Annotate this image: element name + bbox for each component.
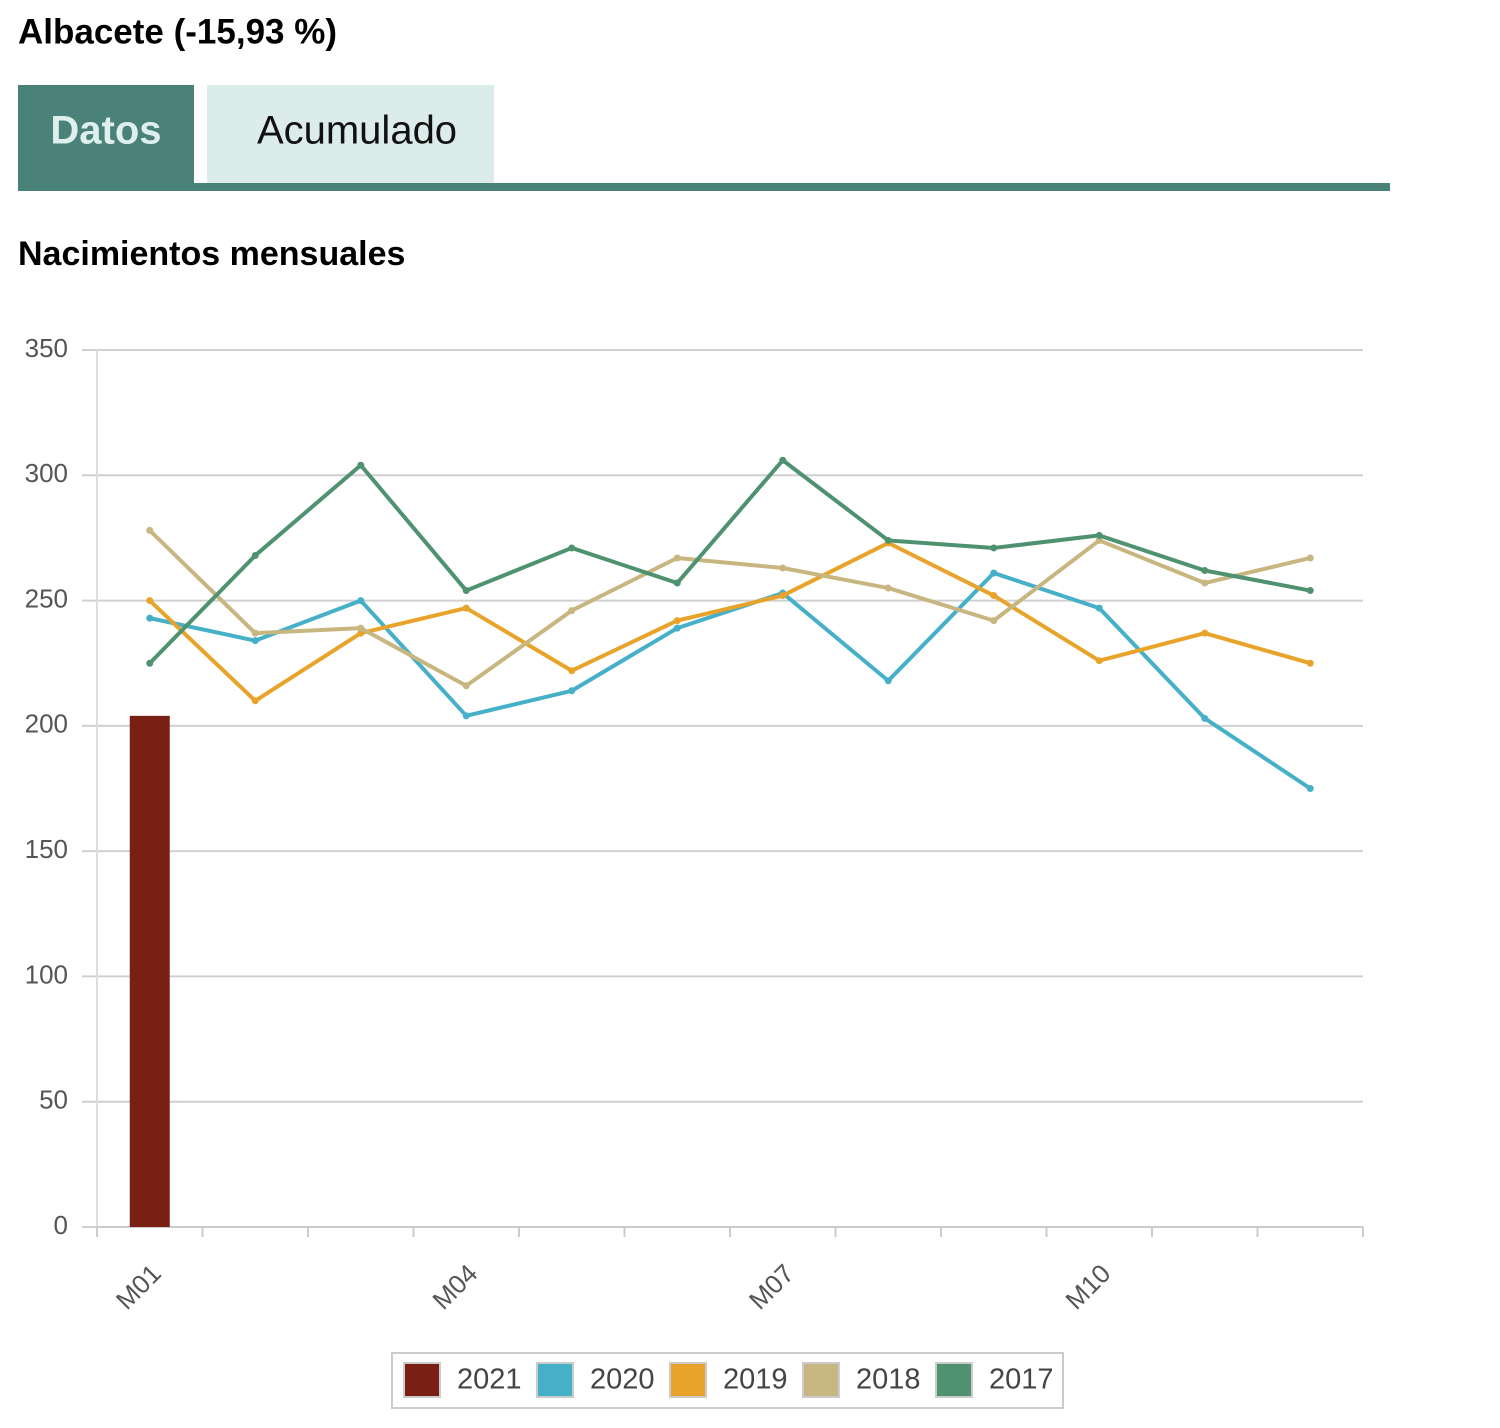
legend-label: 2019: [723, 1364, 788, 1396]
point: [1201, 629, 1209, 637]
point: [884, 677, 892, 685]
point: [1306, 587, 1314, 595]
point: [146, 614, 154, 622]
point: [673, 624, 681, 632]
point: [357, 629, 365, 637]
point: [673, 579, 681, 587]
line: [149, 571, 1312, 791]
point: [990, 592, 998, 600]
point: [357, 624, 365, 632]
y-tick-label: 100: [25, 959, 68, 989]
point: [779, 564, 787, 572]
tab[interactable]: [207, 85, 494, 185]
point: [462, 712, 470, 720]
tab-active[interactable]: [18, 85, 194, 185]
x-tick-label: M01: [110, 1258, 167, 1315]
point: [1095, 531, 1103, 539]
point: [251, 629, 259, 637]
point: [146, 659, 154, 667]
point: [673, 617, 681, 625]
point: [1201, 567, 1209, 575]
legend-swatch: [536, 1362, 574, 1398]
point: [1095, 536, 1103, 544]
point: [462, 604, 470, 612]
point: [1095, 657, 1103, 665]
legend-label: 2018: [856, 1364, 921, 1396]
point: [884, 536, 892, 544]
point: [251, 697, 259, 705]
point: [1201, 579, 1209, 587]
point: [568, 667, 576, 675]
point: [990, 617, 998, 625]
point: [251, 637, 259, 645]
point: [146, 597, 154, 605]
chart-title: Nacimientos mensuales: [18, 235, 405, 273]
point: [462, 587, 470, 595]
point: [146, 526, 154, 534]
point: [1306, 785, 1314, 792]
point: [673, 554, 681, 562]
legend-swatch: [403, 1362, 441, 1398]
page-title: Albacete (-15,93 %): [18, 12, 337, 51]
y-tick-label: 200: [25, 709, 68, 739]
point: [1095, 604, 1103, 612]
point: [568, 544, 576, 552]
point: [779, 456, 787, 464]
line: [148, 540, 1311, 703]
y-tick-label: 150: [25, 834, 68, 864]
point: [462, 682, 470, 690]
x-tick-label: M04: [426, 1258, 483, 1315]
point: [990, 544, 998, 552]
legend-label: 2017: [989, 1364, 1054, 1396]
tab-bar: [18, 183, 1390, 191]
legend-swatch: [669, 1362, 707, 1398]
bar: [129, 715, 170, 1227]
line: [148, 528, 1311, 688]
point: [357, 461, 365, 469]
point: [1306, 659, 1314, 667]
point: [568, 607, 576, 615]
legend-label: 2020: [590, 1364, 655, 1396]
legend-swatch: [935, 1362, 973, 1398]
x-tick-label: M07: [743, 1258, 800, 1315]
point: [779, 592, 787, 600]
point: [884, 584, 892, 592]
y-tick-label: 50: [39, 1085, 68, 1115]
y-tick-label: 350: [25, 333, 68, 363]
point: [251, 551, 259, 559]
tab-label[interactable]: Datos: [50, 109, 161, 153]
legend-swatch: [802, 1362, 840, 1398]
point: [568, 687, 576, 695]
y-tick-label: 300: [25, 458, 68, 488]
line: [148, 458, 1311, 665]
x-tick-label: M10: [1059, 1258, 1116, 1315]
point: [1201, 714, 1209, 722]
point: [990, 569, 998, 577]
point: [357, 597, 365, 605]
legend-label: 2021: [457, 1364, 522, 1396]
y-tick-label: 0: [54, 1210, 68, 1240]
y-tick-label: 250: [25, 583, 68, 613]
tab-label[interactable]: Acumulado: [257, 109, 457, 153]
point: [1306, 554, 1314, 562]
